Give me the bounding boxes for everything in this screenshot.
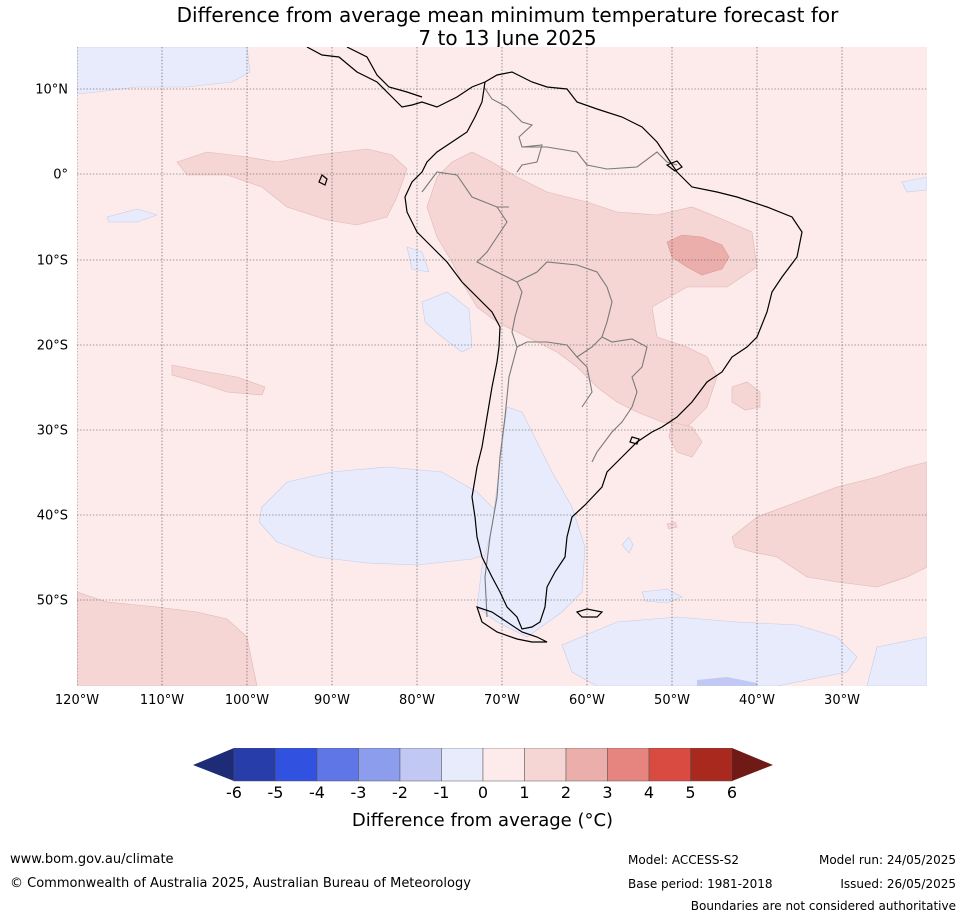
colorbar-segment bbox=[233, 748, 276, 782]
colorbar-segment bbox=[275, 748, 318, 782]
anomaly-area-equatorial-pacific bbox=[176, 148, 408, 226]
central-america-coast bbox=[306, 47, 486, 108]
anomaly-area-deep-blue bbox=[697, 677, 757, 686]
coastlines bbox=[306, 47, 803, 643]
colorbar-label: Difference from average (°C) bbox=[351, 810, 614, 831]
anomaly-area-southwest-pacific bbox=[77, 591, 258, 686]
anomaly-area-south-atlantic bbox=[561, 616, 858, 686]
south-america-coast bbox=[404, 71, 803, 630]
colorbar-tick-6: 6 bbox=[726, 783, 738, 802]
colorbar-tick-minus6: -6 bbox=[226, 783, 242, 802]
colorbar-over-arrow bbox=[732, 748, 773, 781]
colorbar-tick-2: 2 bbox=[560, 783, 572, 802]
colorbar-segment bbox=[690, 748, 733, 782]
colorbar-tick-5: 5 bbox=[685, 783, 696, 802]
colorbar-tick-minus1: -1 bbox=[433, 783, 450, 802]
lat-label-20s: 20°S bbox=[36, 338, 68, 354]
lat-label-10s: 10°S bbox=[36, 253, 68, 269]
anomaly-area-nw bbox=[77, 47, 251, 95]
lon-label-40w: 40°W bbox=[739, 693, 775, 708]
lon-label-110w: 110°W bbox=[139, 693, 185, 708]
footer-disclaimer: Boundaries are not considered authoritat… bbox=[690, 899, 956, 913]
lon-label-70w: 70°W bbox=[484, 693, 520, 708]
lon-label-30w: 30°W bbox=[824, 693, 860, 708]
anomaly-area-brazil bbox=[426, 151, 758, 428]
lat-label-equator: 0° bbox=[53, 167, 68, 183]
map-canvas bbox=[77, 47, 927, 686]
title-line-1: Difference from average mean minimum tem… bbox=[176, 3, 839, 27]
colorbar-tick-minus5: -5 bbox=[267, 783, 284, 802]
lon-label-120w: 120°W bbox=[54, 693, 100, 708]
map-title: Difference from average mean minimum tem… bbox=[0, 4, 965, 50]
colorbar-tick-4: 4 bbox=[643, 783, 655, 802]
footer-issued: Issued: 26/05/2025 bbox=[840, 877, 956, 891]
colorbar bbox=[193, 748, 773, 782]
footer-model: Model: ACCESS-S2 bbox=[628, 853, 740, 867]
anomaly-area-2-to-3 bbox=[666, 234, 730, 276]
title-line-2: 7 to 13 June 2025 bbox=[418, 26, 597, 50]
colorbar-segment bbox=[607, 748, 650, 782]
graticule bbox=[77, 47, 927, 686]
colorbar-segment bbox=[482, 748, 525, 782]
colorbar-segment bbox=[524, 748, 567, 782]
colorbar-tick-minus2: -2 bbox=[392, 783, 408, 802]
colorbar-segment bbox=[565, 748, 608, 782]
tierra-del-fuego bbox=[476, 606, 548, 643]
negative-anomaly-areas bbox=[77, 47, 927, 686]
lon-label-50w: 50°W bbox=[654, 693, 690, 708]
country-borders bbox=[421, 86, 678, 618]
colorbar-tick-0: 0 bbox=[477, 783, 489, 802]
lon-label-90w: 90°W bbox=[314, 693, 350, 708]
colorbar-tick-3: 3 bbox=[602, 783, 613, 802]
footer-url[interactable]: www.bom.gov.au/climate bbox=[10, 852, 174, 867]
colorbar-under-arrow bbox=[193, 748, 234, 781]
colorbar-segment bbox=[648, 748, 691, 782]
lat-label-40s: 40°S bbox=[36, 508, 68, 524]
footer-model-run: Model run: 24/05/2025 bbox=[818, 853, 956, 867]
lat-label-10n: 10°N bbox=[35, 82, 68, 98]
falkland-islands bbox=[575, 608, 604, 618]
colorbar-tick-minus4: -4 bbox=[309, 783, 325, 802]
lon-label-100w: 100°W bbox=[224, 693, 270, 708]
colorbar-segment bbox=[399, 748, 442, 782]
colorbar-segment bbox=[358, 748, 401, 782]
anomaly-area-south-atlantic-warm bbox=[731, 461, 927, 588]
lat-label-50s: 50°S bbox=[36, 593, 68, 609]
positive-anomaly-areas bbox=[77, 148, 927, 686]
lat-label-30s: 30°S bbox=[36, 423, 68, 439]
colorbar-segment bbox=[441, 748, 484, 782]
lon-label-80w: 80°W bbox=[399, 693, 435, 708]
footer-copyright: © Commonwealth of Australia 2025, Austra… bbox=[10, 876, 471, 891]
colorbar-tick-1: 1 bbox=[519, 783, 530, 802]
colorbar-segment bbox=[316, 748, 359, 782]
lon-label-60w: 60°W bbox=[569, 693, 605, 708]
anomaly-area-patagonia bbox=[476, 406, 586, 638]
footer-base-period: Base period: 1981-2018 bbox=[628, 877, 773, 891]
forecast-map[interactable] bbox=[77, 47, 927, 686]
colorbar-tick-minus3: -3 bbox=[350, 783, 367, 802]
colorbar-segments bbox=[233, 748, 733, 782]
